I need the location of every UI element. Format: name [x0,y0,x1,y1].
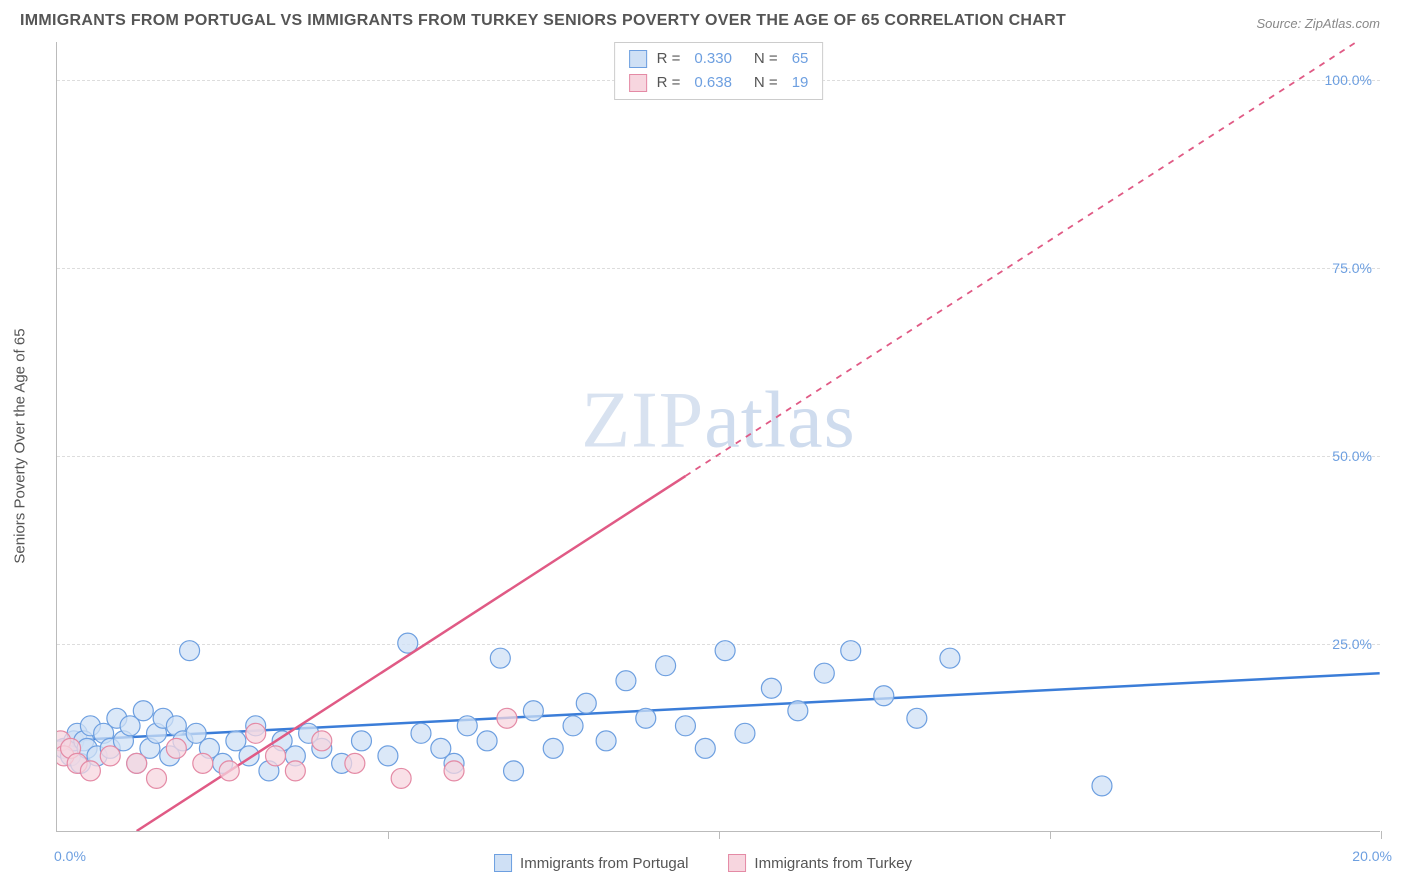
x-tick [388,831,389,839]
x-tick [1381,831,1382,839]
stats-legend: R = 0.330 N = 65 R = 0.638 N = 19 [614,42,824,100]
scatter-svg [57,42,1380,831]
watermark-suffix: atlas [704,376,856,464]
n-label: N = [754,71,778,95]
r-value: 0.330 [694,47,732,71]
x-axis-min-label: 0.0% [54,848,86,864]
y-axis-label: Seniors Poverty Over the Age of 65 [12,328,29,563]
legend-label: Immigrants from Turkey [754,855,912,872]
n-value: 65 [792,47,809,71]
legend-swatch [629,50,647,68]
chart-title: IMMIGRANTS FROM PORTUGAL VS IMMIGRANTS F… [20,12,1066,30]
r-label: R = [657,47,681,71]
legend-swatch [728,854,746,872]
watermark-prefix: ZIP [581,376,704,464]
y-tick-label: 100.0% [1325,72,1372,88]
y-tick-label: 25.0% [1332,636,1372,652]
stats-row: R = 0.638 N = 19 [629,71,809,95]
x-axis-max-label: 20.0% [1352,848,1392,864]
legend-item: Immigrants from Turkey [728,854,912,872]
legend-label: Immigrants from Portugal [520,855,688,872]
gridline [57,268,1380,269]
x-tick [719,831,720,839]
legend-item: Immigrants from Portugal [494,854,688,872]
r-label: R = [657,71,681,95]
legend-swatch [494,854,512,872]
n-label: N = [754,47,778,71]
r-value: 0.638 [694,71,732,95]
n-value: 19 [792,71,809,95]
y-tick-label: 50.0% [1332,448,1372,464]
gridline [57,456,1380,457]
x-tick [1050,831,1051,839]
legend-swatch [629,74,647,92]
watermark: ZIPatlas [581,375,856,466]
gridline [57,644,1380,645]
plot-area: ZIPatlas 25.0% 50.0% 75.0% 100.0% R = 0.330 N… [56,42,1380,832]
source-attribution: Source: ZipAtlas.com [1256,16,1380,31]
y-tick-label: 75.0% [1332,260,1372,276]
stats-row: R = 0.330 N = 65 [629,47,809,71]
series-legend: Immigrants from Portugal Immigrants from … [494,854,912,872]
